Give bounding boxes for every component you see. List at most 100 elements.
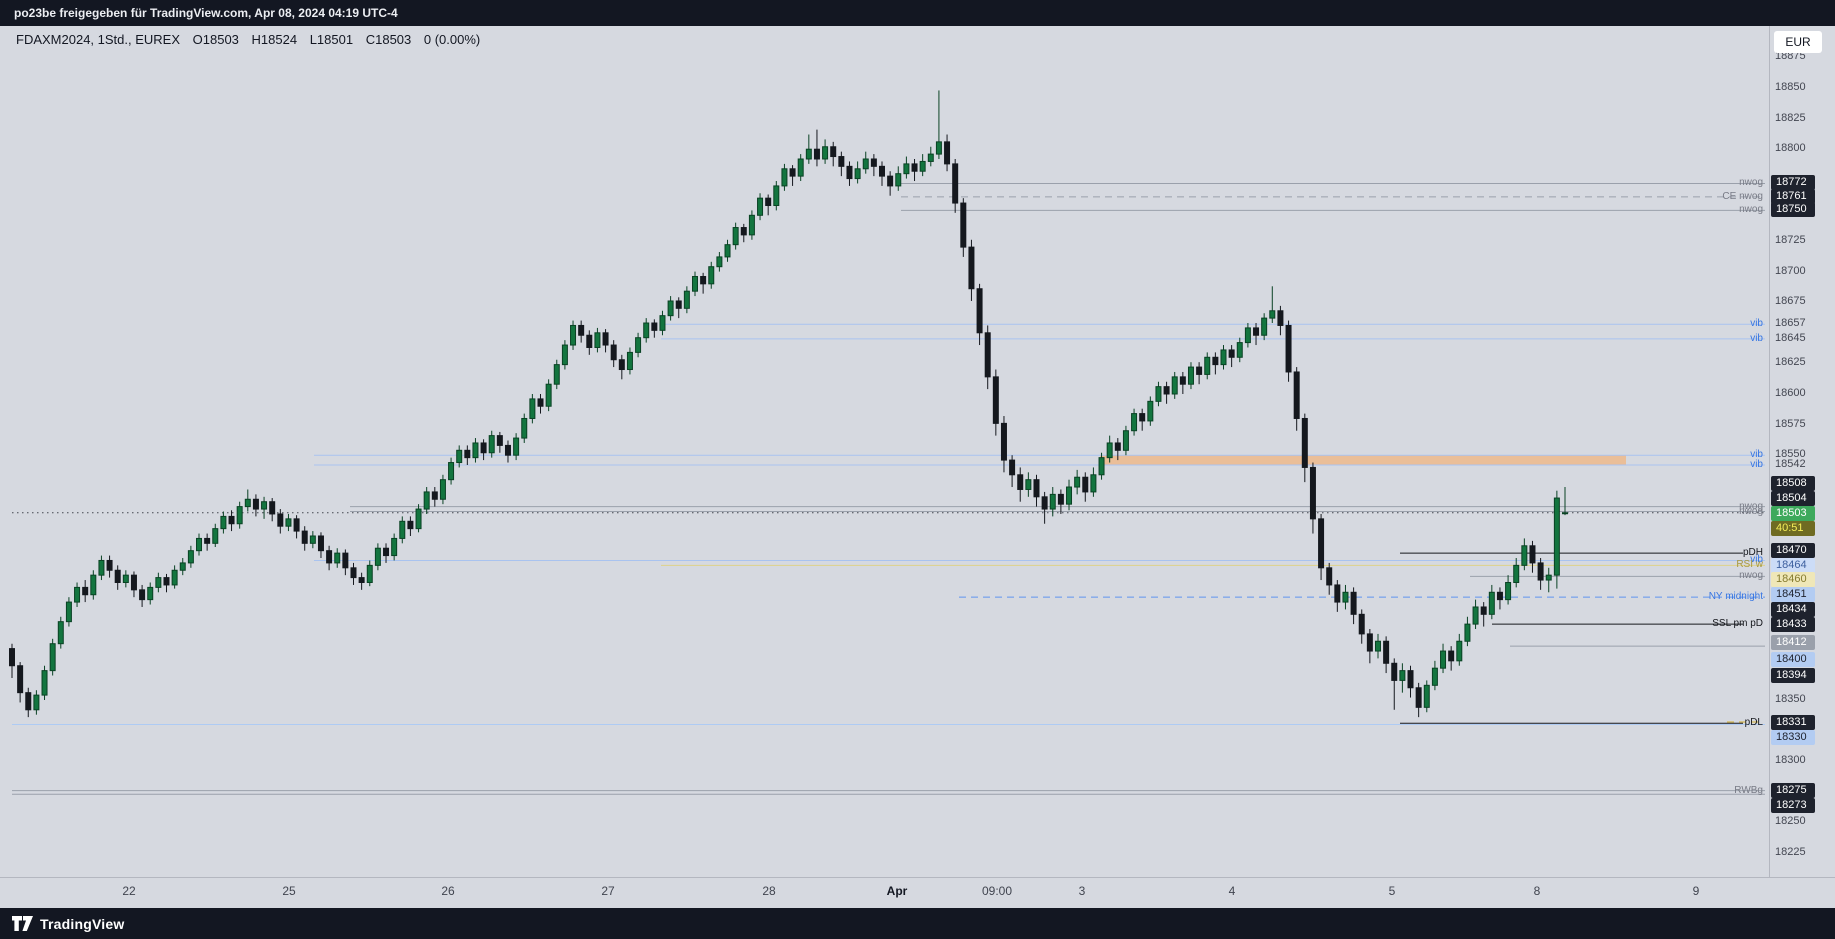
candle: [1383, 640, 1390, 664]
candle: [911, 163, 918, 172]
candle: [358, 577, 365, 583]
time-tick: 8: [1533, 884, 1541, 898]
time-tick: 22: [122, 884, 136, 898]
attribution-text: po23be freigegeben für TradingView.com, …: [14, 6, 398, 20]
high-value: H18524: [251, 32, 298, 47]
candle: [1074, 476, 1081, 488]
price-badge: 18750: [1771, 202, 1815, 217]
time-tick: 25: [282, 884, 296, 898]
candle: [98, 559, 105, 576]
candle: [309, 535, 316, 544]
candle: [1358, 613, 1365, 635]
candle: [155, 577, 162, 588]
candle: [1285, 324, 1292, 373]
candle: [724, 244, 731, 258]
candle: [456, 449, 463, 464]
price-badge: 18434: [1771, 602, 1815, 617]
open-value: O18503: [192, 32, 239, 47]
candle: [1293, 371, 1300, 419]
attribution-bar: po23be freigegeben für TradingView.com, …: [0, 0, 1835, 26]
candle: [830, 146, 837, 158]
price-badge: 18400: [1771, 652, 1815, 667]
candle: [553, 364, 560, 385]
candle: [870, 158, 877, 167]
price-badge: 18504: [1771, 491, 1815, 506]
symbol-title[interactable]: FDAXM2024, 1Std., EUREX: [16, 32, 181, 47]
brand-name: TradingView: [40, 915, 125, 932]
candle: [1253, 327, 1260, 336]
candle: [700, 275, 707, 285]
candle: [1415, 687, 1422, 708]
candle: [399, 520, 406, 539]
price-tick: 18550: [1775, 448, 1806, 461]
candle: [602, 332, 609, 346]
supply-zone: [1100, 455, 1626, 465]
candle: [578, 324, 585, 336]
candle: [651, 322, 658, 331]
candle: [1374, 640, 1381, 652]
candle: [25, 692, 32, 711]
candle: [927, 153, 934, 162]
current-price-badge: 18503: [1771, 506, 1815, 521]
candle: [1407, 670, 1414, 689]
price-tick: 18300: [1775, 754, 1806, 767]
candle: [1334, 584, 1341, 603]
candle: [1009, 459, 1016, 476]
candle: [472, 442, 479, 459]
candle: [513, 437, 520, 456]
candle: [114, 569, 121, 583]
time-tick: 4: [1228, 884, 1236, 898]
candle: [130, 574, 137, 591]
candle: [301, 530, 308, 544]
candle: [504, 444, 511, 456]
candle: [895, 173, 902, 187]
candle: [334, 552, 341, 564]
currency-button[interactable]: EUR: [1774, 31, 1822, 53]
price-tick: 18825: [1775, 111, 1806, 124]
candle: [1366, 633, 1373, 652]
candle: [1269, 310, 1276, 319]
candle: [65, 601, 72, 623]
candle: [765, 197, 772, 207]
price-axis-border: [1769, 26, 1770, 877]
candle: [529, 398, 536, 419]
candle: [862, 158, 869, 170]
candle: [1423, 684, 1430, 708]
candle: [1163, 386, 1170, 395]
candle: [1391, 662, 1398, 681]
candle: [1342, 591, 1349, 603]
price-tick: 18657: [1775, 317, 1806, 330]
price-tick: 18575: [1775, 417, 1806, 430]
candle: [1090, 474, 1097, 493]
price-tick: 18800: [1775, 142, 1806, 155]
candle: [204, 537, 211, 544]
price-badge: 18331: [1771, 715, 1815, 730]
time-tick: 3: [1078, 884, 1086, 898]
time-tick: 28: [762, 884, 776, 898]
candle: [618, 359, 625, 371]
candle: [789, 168, 796, 177]
candle: [667, 300, 674, 317]
candle: [1318, 518, 1325, 569]
candle: [326, 550, 333, 564]
candle: [537, 398, 544, 407]
candle: [976, 288, 983, 334]
candle: [163, 577, 170, 586]
tradingview-logo[interactable]: [12, 916, 33, 931]
candle: [1277, 310, 1284, 326]
candle: [570, 324, 577, 346]
price-badge: 18464: [1771, 558, 1815, 573]
candle: [854, 168, 861, 180]
candle: [391, 537, 398, 557]
candle: [1537, 562, 1544, 581]
price-badge: 18412: [1771, 635, 1815, 650]
candle: [252, 498, 259, 510]
candle: [805, 148, 812, 160]
candle: [879, 165, 886, 177]
candle: [90, 574, 97, 596]
candle: [1098, 457, 1105, 476]
candle: [277, 513, 284, 527]
candle: [610, 344, 617, 361]
